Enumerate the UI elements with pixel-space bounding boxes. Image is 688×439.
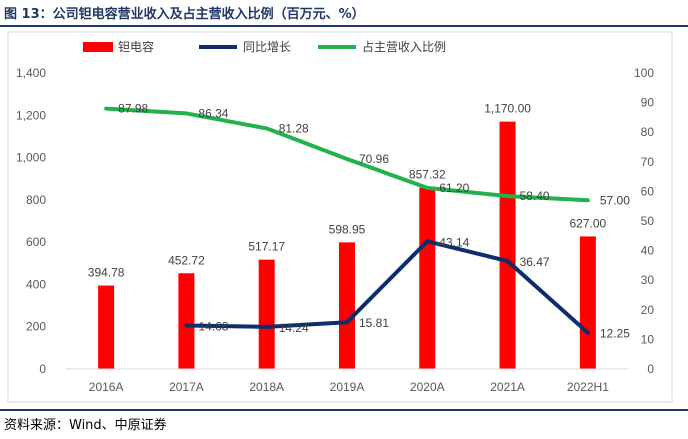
right-axis-tick-label: 0 — [647, 362, 654, 376]
bar-data-label: 452.72 — [168, 253, 205, 267]
top-rule — [0, 25, 688, 27]
legend: 钽电容 同比增长 占主营收入比例 — [83, 39, 446, 54]
source-note: 资料来源：Wind、中原证券 — [4, 418, 167, 433]
yoy-data-label: 14.24 — [279, 321, 309, 335]
bar-data-label: 857.32 — [409, 168, 446, 182]
left-axis-tick-label: 800 — [26, 193, 46, 207]
legend-swatch-bar — [83, 42, 113, 52]
share-line — [104, 106, 590, 203]
bar — [579, 236, 596, 369]
x-axis-tick-label: 2021A — [490, 380, 525, 394]
yoy-line — [184, 239, 590, 335]
right-axis-tick-label: 50 — [641, 214, 655, 228]
left-axis-tick-label: 0 — [39, 362, 46, 376]
legend-label-bar: 钽电容 — [118, 39, 154, 54]
figure-title: 图 13：公司钽电容营业收入及占主营收入比例（百万元、%） — [4, 7, 365, 22]
share-data-label: 87.98 — [118, 102, 148, 116]
right-axis-tick-label: 70 — [641, 155, 655, 169]
bottom-rule — [0, 409, 688, 411]
bar-data-label: 394.78 — [88, 266, 125, 280]
right-axis-tick-label: 30 — [641, 273, 655, 287]
bar-data-label: 598.95 — [329, 222, 366, 236]
left-axis-tick-label: 1,200 — [16, 108, 46, 122]
bar-data-label: 1,170.00 — [484, 102, 531, 116]
share-data-label: 58.40 — [520, 189, 550, 203]
line-series — [104, 106, 590, 335]
share-data-label: 81.28 — [279, 121, 309, 135]
yoy-data-label: 14.68 — [198, 320, 228, 334]
legend-label-yoy: 同比增长 — [243, 40, 291, 54]
yoy-data-label: 43.14 — [439, 235, 469, 249]
yoy-data-label: 15.81 — [359, 316, 389, 330]
x-axis-tick-label: 2016A — [89, 380, 124, 394]
share-data-label: 61.20 — [439, 181, 469, 195]
right-axis-tick-label: 10 — [641, 332, 655, 346]
x-axis-tick-label: 2022H1 — [567, 380, 609, 394]
right-axis-tick-label: 60 — [641, 184, 655, 198]
x-axis-tick-label: 2018A — [249, 380, 284, 394]
bar — [258, 259, 275, 369]
right-axis-tick-label: 100 — [634, 66, 654, 80]
bar — [499, 121, 516, 369]
left-axis-tick-label: 1,400 — [16, 66, 46, 80]
yoy-data-label: 12.25 — [600, 327, 630, 341]
right-axis-tick-label: 20 — [641, 303, 655, 317]
bar — [419, 187, 436, 369]
left-axis-tick-label: 1,000 — [16, 151, 46, 165]
share-data-label: 70.96 — [359, 152, 389, 166]
left-axis-tick-label: 600 — [26, 235, 46, 249]
legend-label-share: 占主营收入比例 — [362, 39, 446, 54]
yoy-data-label: 36.47 — [520, 255, 550, 269]
bar — [339, 242, 355, 369]
x-axis-tick-label: 2020A — [410, 380, 445, 394]
right-axis-tick-label: 90 — [641, 96, 655, 110]
axes: 0 200 400 600 800 1,000 1,200 1,400 0 10 20 30 40 50 6… — [16, 66, 654, 394]
left-axis-tick-label: 200 — [26, 320, 46, 334]
bar-series — [98, 121, 596, 369]
share-data-label: 86.34 — [198, 106, 228, 120]
chart-frame — [7, 31, 673, 403]
bar-data-label: 517.17 — [248, 240, 285, 254]
share-data-label: 57.00 — [600, 193, 630, 207]
bar — [98, 285, 115, 369]
bar-data-label: 627.00 — [570, 216, 607, 230]
right-axis-tick-label: 80 — [641, 125, 655, 139]
bar — [178, 273, 195, 369]
right-axis-tick-label: 40 — [641, 244, 655, 258]
data-labels: 394.78 452.72 517.17 598.95 857.32 1,170.00 62… — [88, 102, 630, 341]
x-axis-tick-label: 2017A — [169, 380, 204, 394]
left-axis-tick-label: 400 — [26, 277, 46, 291]
x-axis-tick-label: 2019A — [330, 380, 365, 394]
